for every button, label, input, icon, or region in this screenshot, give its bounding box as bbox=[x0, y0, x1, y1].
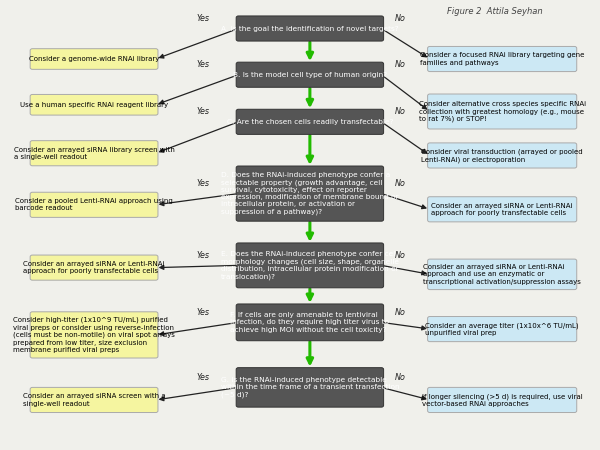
Text: E. Does the RNAi-induced phenotype confer cell
morphology changes (cell size, sh: E. Does the RNAi-induced phenotype confe… bbox=[221, 251, 399, 280]
Text: Consider an arrayed siRNA screen with a
single-well readout: Consider an arrayed siRNA screen with a … bbox=[23, 393, 166, 407]
Text: Yes: Yes bbox=[196, 14, 209, 23]
Text: Consider a pooled Lenti-RNAi approach using
barcode readout: Consider a pooled Lenti-RNAi approach us… bbox=[15, 198, 173, 212]
Text: Yes: Yes bbox=[196, 251, 209, 260]
FancyBboxPatch shape bbox=[428, 197, 577, 222]
FancyBboxPatch shape bbox=[236, 243, 383, 288]
FancyBboxPatch shape bbox=[428, 143, 577, 168]
Text: Consider an arrayed siRNA library screen with
a single-well readout: Consider an arrayed siRNA library screen… bbox=[14, 147, 175, 160]
FancyBboxPatch shape bbox=[236, 304, 383, 341]
Text: Consider an arrayed siRNA or Lenti-RNAi
approach for poorly transfectable cells: Consider an arrayed siRNA or Lenti-RNAi … bbox=[23, 261, 165, 274]
FancyBboxPatch shape bbox=[236, 109, 383, 135]
Text: No: No bbox=[395, 60, 406, 69]
Text: No: No bbox=[395, 14, 406, 23]
FancyBboxPatch shape bbox=[428, 259, 577, 290]
Text: Consider viral transduction (arrayed or pooled
Lenti-RNAi) or electroporation: Consider viral transduction (arrayed or … bbox=[421, 148, 583, 162]
FancyBboxPatch shape bbox=[236, 62, 383, 87]
Text: Yes: Yes bbox=[196, 179, 209, 188]
Text: B. Is the model cell type of human origin?: B. Is the model cell type of human origi… bbox=[233, 72, 387, 78]
Text: Figure 2  Attila Seyhan: Figure 2 Attila Seyhan bbox=[447, 7, 542, 16]
Text: Use a human specific RNAi reagent library: Use a human specific RNAi reagent librar… bbox=[20, 102, 168, 108]
Text: Yes: Yes bbox=[196, 373, 209, 382]
FancyBboxPatch shape bbox=[236, 368, 383, 407]
Text: Consider high-titer (1x10^9 TU/mL) purified
viral preps or consider using revers: Consider high-titer (1x10^9 TU/mL) purif… bbox=[13, 317, 175, 353]
Text: Consider an arrayed siRNA or Lenti-RNAi
approach and use an enzymatic or
transcr: Consider an arrayed siRNA or Lenti-RNAi … bbox=[423, 264, 581, 284]
Text: Consider an arrayed siRNA or Lenti-RNAi
approach for poorly transfectable cells: Consider an arrayed siRNA or Lenti-RNAi … bbox=[431, 202, 573, 216]
Text: Yes: Yes bbox=[196, 108, 209, 117]
FancyBboxPatch shape bbox=[30, 312, 158, 358]
Text: Yes: Yes bbox=[196, 60, 209, 69]
Text: No: No bbox=[395, 108, 406, 117]
FancyBboxPatch shape bbox=[428, 46, 577, 72]
Text: No: No bbox=[395, 373, 406, 382]
FancyBboxPatch shape bbox=[30, 255, 158, 280]
Text: Yes: Yes bbox=[196, 308, 209, 317]
FancyBboxPatch shape bbox=[30, 49, 158, 69]
Text: No: No bbox=[395, 308, 406, 317]
FancyBboxPatch shape bbox=[428, 316, 577, 342]
Text: Consider alternative cross species specific RNAi
collection with greatest homolo: Consider alternative cross species speci… bbox=[419, 101, 586, 122]
Text: G. Is the RNAi-induced phenotype detectable
within the time frame of a transient: G. Is the RNAi-induced phenotype detecta… bbox=[221, 377, 399, 398]
Text: F. If cells are only amenable to lentiviral
infection, do they require high tite: F. If cells are only amenable to lentivi… bbox=[230, 312, 389, 333]
Text: Consider an average titer (1x10x^6 TU/mL)
unpurified viral prep: Consider an average titer (1x10x^6 TU/mL… bbox=[425, 322, 579, 336]
Text: If longer silencing (>5 d) is required, use viral
vector-based RNAi approaches: If longer silencing (>5 d) is required, … bbox=[422, 393, 583, 407]
Text: A. Is the goal the identification of novel targets?: A. Is the goal the identification of nov… bbox=[221, 26, 398, 32]
FancyBboxPatch shape bbox=[428, 387, 577, 413]
Text: Consider a focused RNAi library targeting gene
families and pathways: Consider a focused RNAi library targetin… bbox=[420, 52, 584, 66]
Text: No: No bbox=[395, 251, 406, 260]
Text: Consider a genome-wide RNAi library: Consider a genome-wide RNAi library bbox=[29, 56, 159, 62]
Text: C. Are the chosen cells readily transfectable?: C. Are the chosen cells readily transfec… bbox=[227, 119, 393, 125]
FancyBboxPatch shape bbox=[428, 94, 577, 129]
FancyBboxPatch shape bbox=[30, 141, 158, 166]
FancyBboxPatch shape bbox=[30, 192, 158, 217]
FancyBboxPatch shape bbox=[30, 94, 158, 115]
FancyBboxPatch shape bbox=[30, 387, 158, 413]
FancyBboxPatch shape bbox=[236, 16, 383, 41]
FancyBboxPatch shape bbox=[236, 166, 383, 221]
Text: D. Does the RNAi-induced phenotype confer a
selectable property (growth advantag: D. Does the RNAi-induced phenotype confe… bbox=[221, 172, 398, 215]
Text: No: No bbox=[395, 179, 406, 188]
